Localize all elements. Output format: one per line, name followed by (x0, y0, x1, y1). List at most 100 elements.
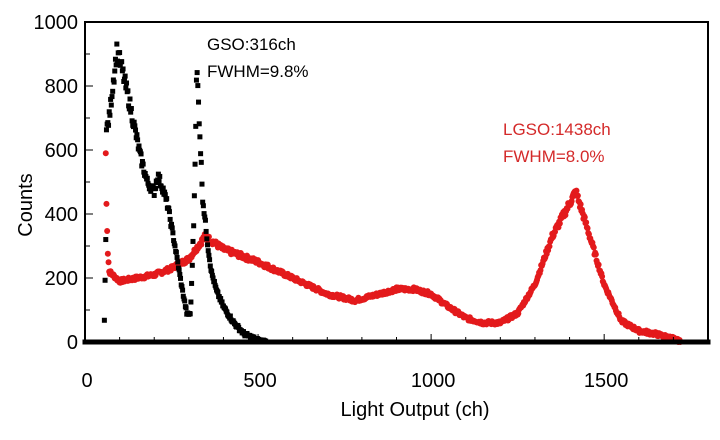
x-axis-label: Light Output (ch) (341, 399, 490, 421)
gso-data-point (182, 298, 188, 304)
gso-data-point (120, 66, 126, 72)
gso-data-point (200, 203, 206, 209)
lgso-data-point (574, 192, 581, 199)
gso-data-point (202, 217, 208, 223)
gso-data-point (199, 181, 205, 187)
gso-data-point (224, 309, 230, 315)
gso-data-point (189, 280, 195, 286)
gso-data-point (206, 252, 212, 258)
y-tick-label: 800 (45, 76, 78, 98)
gso-data-point (133, 127, 139, 133)
gso-data-point (198, 159, 204, 165)
gso-data-point (194, 70, 200, 76)
annotation-lgso-line2: FWHM=8.0% (503, 147, 605, 166)
gso-data-point (204, 236, 210, 242)
gso-data-point (191, 223, 197, 229)
lgso-data-point (556, 220, 563, 227)
gso-data-point (112, 68, 118, 74)
gso-data-point (169, 225, 175, 231)
lgso-data-point (599, 273, 606, 280)
gso-data-point (138, 151, 144, 157)
gso-data-point (162, 189, 168, 195)
gso-data-point (156, 179, 162, 185)
gso-data-point (215, 289, 221, 295)
lgso-data-point (590, 244, 597, 251)
gso-data-point (187, 311, 193, 317)
gso-data-point (107, 112, 113, 118)
gso-data-point (102, 277, 108, 283)
gso-data-point (196, 121, 202, 127)
lgso-data-point (592, 251, 599, 258)
gso-data-point (148, 188, 154, 194)
gso-data-point (144, 175, 150, 181)
gso-data-point (192, 161, 198, 167)
y-tick-label: 0 (67, 332, 78, 354)
x-tick-label: 500 (243, 370, 276, 392)
gso-data-point (166, 209, 172, 215)
lgso-data-point (105, 259, 112, 266)
gso-data-point (209, 272, 215, 278)
gso-data-point (131, 119, 137, 125)
gso-data-point (205, 242, 211, 248)
gso-data-point (193, 77, 199, 83)
lgso-data-point (546, 243, 553, 250)
gso-data-point (117, 50, 123, 56)
gso-data-point (153, 185, 159, 191)
lgso-data-point (577, 201, 584, 208)
gso-data-point (139, 158, 145, 164)
lgso-data-point (584, 225, 591, 232)
gso-data-point (197, 134, 203, 140)
gso-data-point (177, 271, 183, 277)
gso-data-point (219, 299, 225, 305)
gso-data-point (218, 296, 224, 302)
gso-data-point (132, 123, 138, 129)
gso-data-point (164, 196, 170, 202)
gso-data-point (140, 161, 146, 167)
gso-data-point (105, 120, 111, 126)
gso-data-point (124, 80, 130, 86)
lgso-data-point (581, 214, 588, 221)
gso-data-point (157, 173, 163, 179)
gso-data-point (128, 109, 134, 115)
gso-data-point (188, 299, 194, 305)
gso-data-point (126, 103, 132, 109)
gso-data-point (176, 267, 182, 273)
gso-data-point (178, 275, 184, 281)
gso-data-point (111, 79, 117, 85)
gso-data-point (109, 94, 115, 100)
gso-data-point (134, 132, 140, 138)
gso-data-point (207, 263, 213, 269)
gso-data-point (123, 85, 129, 91)
gso-data-point (209, 268, 215, 274)
plot-frame (84, 21, 709, 343)
gso-data-point (180, 293, 186, 299)
lgso-data-point (104, 228, 111, 235)
gso-data-point (125, 88, 131, 94)
gso-data-point (106, 122, 112, 128)
gso-data-point (117, 62, 123, 68)
gso-data-point (179, 284, 185, 290)
gso-data-point (169, 221, 175, 227)
gso-data-point (103, 127, 109, 133)
gso-data-point (180, 287, 186, 293)
annotation-gso-line2: FWHM=9.8% (207, 62, 309, 81)
gso-data-point (210, 275, 216, 281)
gso-data-point (166, 205, 172, 211)
gso-data-point (122, 73, 128, 79)
annotation-lgso-line1: LGSO:1438ch (503, 120, 611, 139)
x-tick-label: 0 (81, 370, 92, 392)
gso-data-point (101, 317, 107, 323)
gso-data-point (174, 254, 180, 260)
gso-data-point (170, 230, 176, 236)
y-axis-label: Counts (15, 173, 37, 236)
gso-data-point (162, 192, 168, 198)
gso-data-point (108, 96, 114, 102)
gso-data-point (205, 248, 211, 254)
gso-data-point (121, 76, 127, 82)
gso-data-point (135, 137, 141, 143)
y-tick-label: 600 (45, 140, 78, 162)
gso-data-point (173, 249, 179, 255)
gso-data-point (191, 193, 197, 199)
lgso-data-point (102, 150, 109, 157)
